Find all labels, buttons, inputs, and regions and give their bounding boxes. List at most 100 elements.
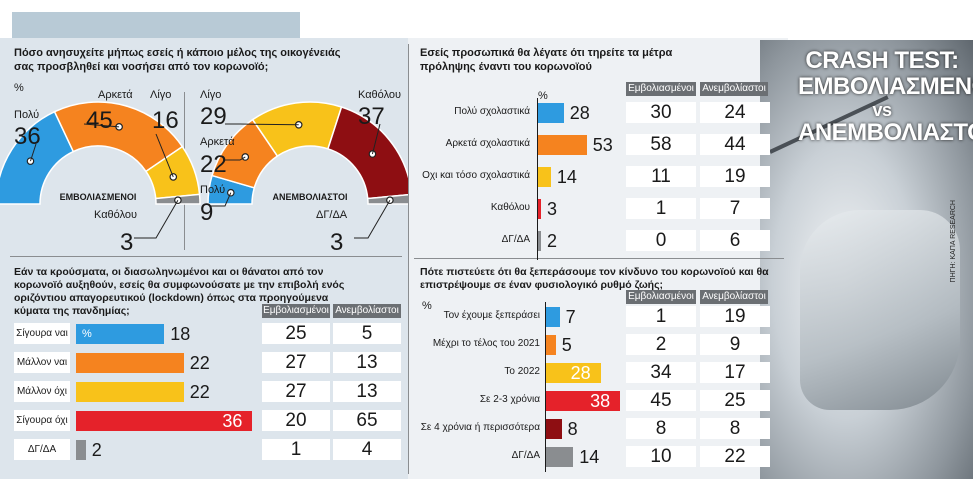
gauge0-group-name: ΕΜΒΟΛΙΑΣΜΕΝΟΙ — [60, 192, 137, 202]
header-band — [12, 12, 300, 38]
chart1-category-3: Καθόλου — [490, 202, 530, 213]
chart2-bar-3 — [76, 411, 253, 431]
chart1-category-1: Αρκετά σχολαστικά — [445, 138, 530, 149]
chart0-question: Πόσο ανησυχείτε μήπως εσείς ή κάποιο μέλ… — [14, 47, 341, 73]
chart3-vaccinated-0: 1 — [626, 306, 696, 327]
gauge1-label-4: ΔΓ/ΔΑ — [316, 209, 348, 221]
chart2-unvaccinated-4: 4 — [333, 439, 401, 460]
chart1-unvaccinated-4: 6 — [700, 230, 770, 251]
chart1-header-vaccinated: Εμβολιασμένοι — [626, 82, 696, 96]
chart3-bar-1 — [546, 335, 556, 355]
gauge0-label-1: Αρκετά — [98, 89, 133, 101]
chart2-header-vaccinated: Εμβολιασμένοι — [262, 304, 330, 318]
source-credit: ΠΗΓΗ: ΚΑΠΑ RESEARCH — [950, 200, 957, 283]
chart2-vaccinated-2: 27 — [262, 381, 330, 402]
chart2-bar-4 — [76, 440, 86, 460]
chart3-total-1: 5 — [561, 335, 572, 355]
chart3-question: Πότε πιστεύετε ότι θα ξεπεράσουμε τον κί… — [420, 266, 769, 291]
chart3-category-4: Σε 4 χρόνια ή περισσότερα — [420, 422, 540, 433]
title-line-4: ΑΝΕΜΒΟΛΙΑΣΤΟΙ — [798, 119, 973, 146]
chart1-unvaccinated-0: 24 — [700, 102, 770, 123]
gauge1-leader-2 — [225, 123, 299, 126]
gauge0-label-2: Λίγο — [150, 89, 171, 101]
gauge1-label-3: Καθόλου — [358, 89, 401, 101]
chart1-category-4: ΔΓ/ΔΑ — [501, 234, 530, 245]
infographic-title: CRASH TEST: ΕΜΒΟΛΙΑΣΜΕΝΟΙ vs ΑΝΕΜΒΟΛΙΑΣΤ… — [798, 48, 973, 146]
chart1-vaccinated-4: 0 — [626, 230, 696, 251]
left-row-divider — [10, 256, 402, 257]
chart2-header-unvaccinated: Ανεμβολίαστοι — [333, 304, 401, 318]
chart2-bar-0 — [76, 324, 165, 344]
chart1-total-4: 2 — [547, 231, 558, 251]
gauge0-leader-1 — [83, 123, 120, 128]
chart2-vaccinated-0: 25 — [262, 323, 330, 344]
chart1-category-0: Πολύ σχολαστικά — [454, 106, 530, 117]
gauge1-label-1: Αρκετά — [200, 136, 235, 148]
chart2-bar-1 — [76, 353, 184, 373]
gauge0-label-0: Πολύ — [14, 109, 39, 121]
gauge0-value-0: 36 — [14, 123, 41, 150]
chart2-unvaccinated-1: 13 — [333, 352, 401, 373]
gauge1-group-name: ΑΝΕΜΒΟΛΙΑΣΤΟΙ — [273, 192, 348, 202]
gauge0-value-1: 45 — [86, 107, 113, 134]
gauge1-slice-3 — [326, 106, 408, 200]
chart3-bar-3 — [546, 391, 621, 411]
chart3-unvaccinated-4: 8 — [700, 418, 770, 439]
chart1-total-3: 3 — [547, 199, 558, 219]
chart1-unvaccinated-3: 7 — [700, 198, 770, 219]
title-line-2: ΕΜΒΟΛΙΑΣΜΕΝΟΙ — [798, 73, 973, 100]
chart1-vaccinated-3: 1 — [626, 198, 696, 219]
chart3-bar-2 — [546, 363, 601, 383]
title-line-3: vs — [872, 100, 892, 120]
chart3-vaccinated-4: 8 — [626, 418, 696, 439]
chart3-bar-5 — [546, 447, 574, 467]
chart1-total-2: 14 — [556, 167, 577, 187]
gauge0-leader-2 — [155, 133, 174, 178]
gauge0-label-3: Καθόλου — [94, 209, 137, 221]
gauge0-leader-3 — [134, 199, 179, 239]
chart1-bar-3 — [538, 199, 541, 219]
gauge1-label-0: Πολύ — [200, 184, 225, 196]
chart0-unit: % — [14, 82, 24, 94]
chart3-total-4: 8 — [567, 419, 578, 439]
chart2-bar-2 — [76, 382, 184, 402]
chart1-total-0: 28 — [569, 103, 590, 123]
chart1-vaccinated-2: 11 — [626, 166, 696, 187]
chart2-total-4: 2 — [91, 440, 102, 460]
gauge1-value-4: 3 — [330, 229, 343, 256]
chart1-category-2: Οχι και τόσο σχολαστικά — [422, 170, 530, 181]
gauge1-value-0: 9 — [200, 199, 213, 226]
chart3-total-3: 38 — [590, 391, 611, 411]
chart3-vaccinated-5: 10 — [626, 446, 696, 467]
chart3-total-5: 14 — [579, 447, 600, 467]
chart3-unvaccinated-2: 17 — [700, 362, 770, 383]
chart3-unvaccinated-1: 9 — [700, 334, 770, 355]
chart3-category-0: Τον έχουμε ξεπεράσει — [443, 310, 540, 321]
chart1-bar-1 — [538, 135, 587, 155]
chart2-unvaccinated-2: 13 — [333, 381, 401, 402]
chart2-category-1: Μάλλον ναι — [14, 352, 70, 373]
chart2-vaccinated-1: 27 — [262, 352, 330, 373]
chart3-category-3: Σε 2-3 χρόνια — [479, 394, 540, 405]
chart3-total-2: 28 — [570, 363, 591, 383]
chart1-vaccinated-1: 58 — [626, 134, 696, 155]
chart1-axis — [537, 98, 538, 260]
gauge1-label-2: Λίγο — [200, 89, 221, 101]
chart3-category-5: ΔΓ/ΔΑ — [511, 450, 540, 461]
chart2-unvaccinated-0: 5 — [333, 323, 401, 344]
chart3-total-0: 7 — [565, 307, 576, 327]
gauge0-leader-0 — [29, 143, 37, 162]
chart3-vaccinated-2: 34 — [626, 362, 696, 383]
chart3-header-unvaccinated: Ανεμβολίαστοι — [700, 290, 768, 304]
gauge1-marker-3 — [368, 150, 377, 158]
chart1-unvaccinated-2: 19 — [700, 166, 770, 187]
gauge1-leader-1 — [225, 156, 246, 161]
gauge1-value-3: 37 — [358, 103, 385, 130]
chart2-unvaccinated-3: 65 — [333, 410, 401, 431]
gauge1-marker-0 — [226, 188, 235, 197]
chart2-category-3: Σίγουρα όχι — [14, 410, 70, 431]
chart2-total-1: 22 — [189, 353, 210, 373]
chart3-header-vaccinated: Εμβολιασμένοι — [626, 290, 696, 304]
chart3-unit: % — [422, 300, 432, 312]
gauge1-leader-4 — [354, 199, 391, 239]
